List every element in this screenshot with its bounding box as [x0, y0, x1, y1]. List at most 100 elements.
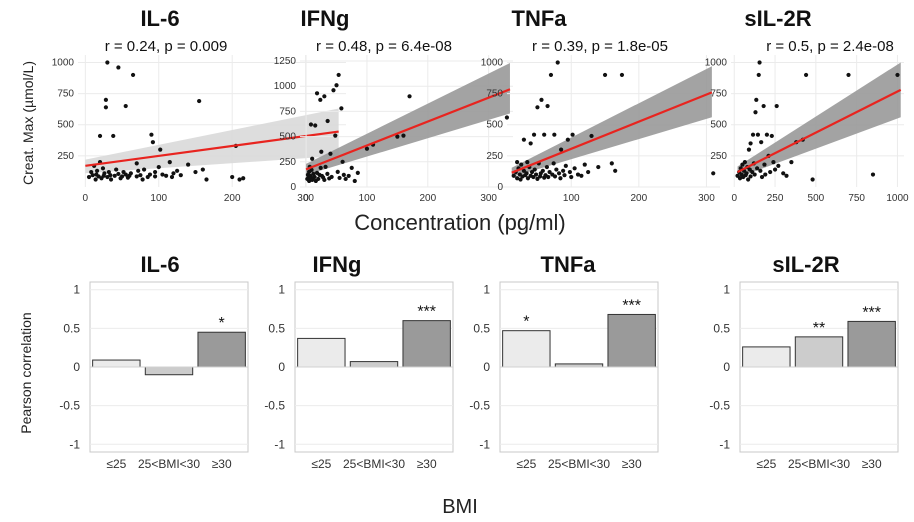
- x-tick-label: ≤25: [311, 457, 331, 471]
- data-point: [528, 141, 533, 146]
- data-point: [895, 72, 900, 78]
- y-tick-label: 500: [57, 120, 74, 131]
- x-tick-label: 200: [224, 193, 241, 204]
- data-point: [525, 159, 530, 165]
- data-point: [336, 72, 341, 78]
- significance-label: **: [813, 320, 825, 337]
- y-tick-label: 0: [278, 360, 285, 374]
- data-point: [156, 164, 161, 170]
- data-point: [562, 173, 567, 178]
- data-point: [171, 171, 176, 176]
- data-point: [160, 172, 165, 177]
- data-point: [149, 132, 154, 137]
- data-point: [89, 169, 94, 175]
- data-point: [558, 147, 564, 152]
- data-point: [130, 72, 136, 78]
- significance-label: *: [219, 315, 225, 332]
- data-point: [102, 171, 107, 176]
- bar: [794, 336, 844, 368]
- x-tick-label: 0: [731, 193, 737, 204]
- data-point: [158, 147, 163, 152]
- data-point: [200, 167, 205, 172]
- data-point: [750, 132, 756, 137]
- data-point: [97, 133, 103, 139]
- data-point: [711, 171, 716, 176]
- y-tick-label: 750: [710, 89, 727, 100]
- data-point: [532, 167, 537, 172]
- y-tick-label: 0: [483, 360, 490, 374]
- data-point: [613, 168, 618, 173]
- data-point: [325, 171, 330, 177]
- x-tick-label: ≤25: [106, 457, 126, 471]
- data-point: [86, 174, 92, 180]
- y-tick-label: 1250: [274, 56, 297, 67]
- data-point: [810, 177, 815, 182]
- regression-line: [305, 88, 511, 171]
- bar: [847, 320, 896, 368]
- data-point: [339, 106, 344, 111]
- data-point: [515, 159, 520, 165]
- data-point: [776, 163, 781, 168]
- data-point: [150, 140, 155, 145]
- data-point: [337, 175, 342, 181]
- data-point: [521, 137, 527, 142]
- y-tick-label: 1: [278, 283, 285, 297]
- data-point: [164, 173, 169, 178]
- scatter-plot-sil2r: 0 250 500 750 1000 250 500 750 1000: [705, 55, 909, 204]
- x-tick-label: 200: [419, 193, 436, 204]
- data-point: [197, 98, 202, 104]
- data-point: [335, 169, 340, 174]
- data-point: [515, 176, 520, 181]
- regression-line: [85, 130, 339, 167]
- data-point: [333, 133, 338, 138]
- data-point: [540, 168, 545, 173]
- data-point: [803, 72, 809, 78]
- data-point: [565, 137, 570, 142]
- data-point: [328, 151, 333, 156]
- y-tick-label: 0.5: [473, 321, 490, 335]
- data-point: [759, 140, 764, 145]
- data-point: [134, 174, 139, 179]
- data-point: [556, 171, 562, 176]
- data-point: [395, 134, 400, 139]
- regression-line: [737, 88, 902, 174]
- data-point: [134, 161, 139, 166]
- data-point: [552, 132, 557, 137]
- data-point: [186, 162, 191, 167]
- y-tick-label: 0: [497, 182, 503, 193]
- data-point: [319, 149, 324, 154]
- data-point: [119, 174, 125, 179]
- y-tick-label: 1000: [481, 57, 504, 68]
- data-point: [542, 132, 547, 137]
- data-point: [325, 118, 330, 124]
- data-point: [561, 168, 566, 173]
- data-point: [552, 174, 558, 179]
- data-point: [178, 173, 183, 178]
- data-point: [100, 166, 106, 171]
- data-point: [193, 169, 198, 175]
- data-point: [312, 174, 317, 180]
- data-point: [108, 177, 114, 182]
- y-tick-label: 0: [723, 360, 730, 374]
- data-point: [518, 177, 523, 182]
- data-point: [755, 132, 761, 137]
- data-point: [106, 169, 111, 175]
- data-point: [545, 103, 550, 109]
- y-tick-label: -1: [69, 437, 80, 451]
- data-point: [756, 72, 761, 78]
- y-tick-label: 500: [486, 120, 503, 131]
- x-tick-label: ≥30: [622, 457, 642, 471]
- data-point: [322, 94, 327, 99]
- data-point: [349, 165, 354, 170]
- bottom-x-axis-label: BMI: [442, 496, 478, 518]
- data-point: [558, 176, 563, 181]
- data-point: [90, 173, 95, 178]
- data-point: [781, 171, 786, 176]
- data-point: [784, 173, 789, 178]
- x-tick-label: 25<BMI<30: [343, 457, 405, 471]
- data-point: [521, 168, 527, 173]
- y-tick-label: 500: [279, 132, 296, 143]
- x-tick-label: ≥30: [212, 457, 232, 471]
- bar: [92, 359, 141, 368]
- data-point: [103, 105, 109, 110]
